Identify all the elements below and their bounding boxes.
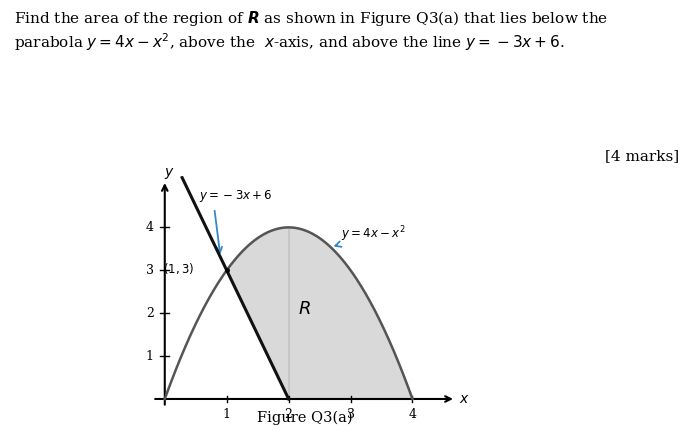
Text: $(1, 3)$: $(1, 3)$ (163, 261, 195, 275)
Text: Figure Q3(a): Figure Q3(a) (257, 410, 352, 425)
Text: 1: 1 (146, 350, 153, 363)
Text: 2: 2 (285, 408, 293, 421)
Text: $y = -3x + 6$: $y = -3x + 6$ (199, 188, 272, 205)
Text: 4: 4 (409, 408, 416, 421)
Text: $\mathit{R}$: $\mathit{R}$ (298, 300, 311, 318)
Text: Find the area of the region of $\boldsymbol{R}$ as shown in Figure Q3(a) that li: Find the area of the region of $\boldsym… (14, 9, 608, 53)
Text: [4 marks]: [4 marks] (605, 149, 679, 163)
Text: 2: 2 (146, 307, 153, 320)
Text: 3: 3 (146, 264, 153, 277)
Text: $y = 4x - x^2$: $y = 4x - x^2$ (342, 224, 406, 244)
Text: 3: 3 (346, 408, 354, 421)
Text: 4: 4 (146, 221, 153, 234)
Text: 1: 1 (223, 408, 231, 421)
Text: $y$: $y$ (164, 166, 175, 181)
Text: $x$: $x$ (459, 392, 470, 406)
